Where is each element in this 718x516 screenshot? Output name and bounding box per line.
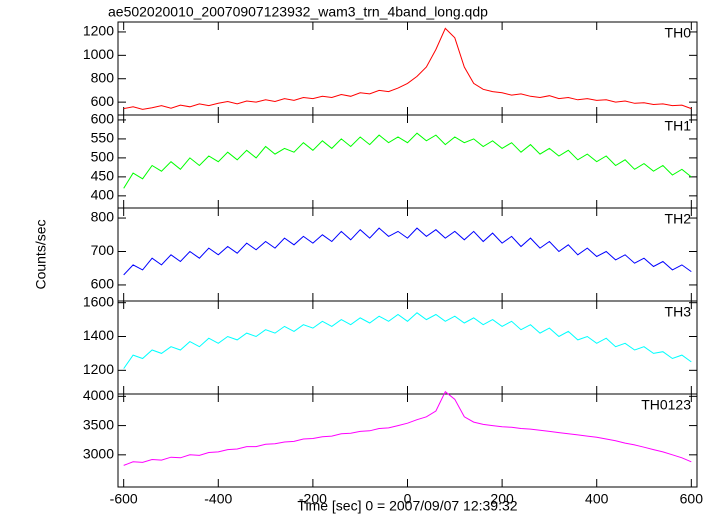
legend-label: TH0123	[641, 397, 691, 413]
x-tick-label: 400	[585, 491, 609, 507]
y-tick-label: 600	[91, 93, 115, 109]
light-curve	[123, 312, 692, 369]
legend-label: TH2	[665, 211, 692, 227]
light-curve	[123, 27, 692, 110]
y-tick-label: 1600	[83, 293, 114, 309]
x-tick-label: -600	[110, 491, 138, 507]
y-tick-label: 4000	[83, 387, 114, 403]
light-curve	[123, 390, 692, 466]
y-tick-label: 1200	[83, 23, 114, 39]
y-tick-label: 3500	[83, 416, 114, 432]
y-axis-label: Counts/sec	[33, 219, 49, 289]
y-tick-label: 450	[91, 168, 115, 184]
y-tick-label: 3000	[83, 446, 114, 462]
legend-label: TH3	[665, 304, 692, 320]
y-tick-label: 700	[91, 242, 115, 258]
chart-title: ae502020010_20070907123932_wam3_trn_4ban…	[108, 4, 488, 20]
light-curve	[123, 227, 692, 276]
y-tick-label: 1000	[83, 46, 114, 62]
light-curve	[123, 132, 692, 189]
legend-label: TH0	[665, 25, 692, 41]
x-tick-label: 200	[490, 491, 514, 507]
x-tick-label: 0	[404, 491, 412, 507]
x-tick-label: -400	[204, 491, 232, 507]
y-tick-label: 500	[91, 149, 115, 165]
panel-frame	[117, 393, 698, 488]
y-tick-label: 600	[91, 111, 115, 127]
y-tick-label: 800	[91, 69, 115, 85]
y-tick-label: 800	[91, 209, 115, 225]
legend-label: TH1	[665, 118, 692, 134]
y-tick-label: 1200	[83, 361, 114, 377]
y-tick-label: 600	[91, 276, 115, 292]
x-tick-label: -200	[299, 491, 327, 507]
panel-frame	[117, 114, 698, 209]
x-tick-label: 600	[680, 491, 704, 507]
x-axis-label: Time [sec] 0 = 2007/09/07 12:39:32	[297, 498, 517, 514]
y-tick-label: 1400	[83, 327, 114, 343]
y-tick-label: 550	[91, 130, 115, 146]
y-tick-label: 400	[91, 187, 115, 203]
panel-frame	[117, 300, 698, 395]
